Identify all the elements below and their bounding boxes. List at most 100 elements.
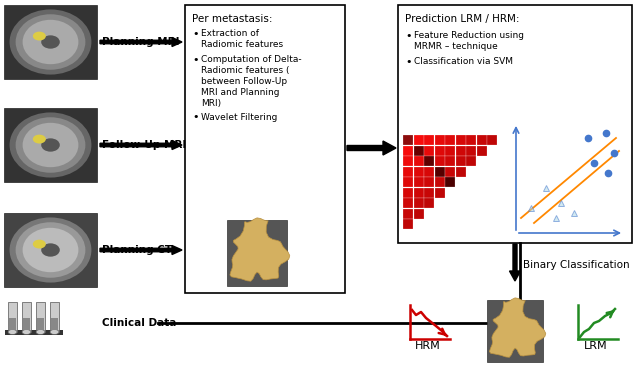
Ellipse shape (22, 329, 31, 335)
Bar (403, 167, 413, 177)
Polygon shape (509, 244, 520, 281)
Text: Feature Reduction using
MRMR – technique: Feature Reduction using MRMR – technique (414, 31, 524, 51)
Ellipse shape (15, 222, 85, 278)
Bar (398, 5, 632, 243)
Bar (413, 146, 424, 156)
Bar (22, 302, 31, 332)
Bar (487, 135, 497, 145)
Text: •: • (192, 112, 198, 123)
Ellipse shape (41, 138, 60, 152)
Text: •: • (192, 55, 198, 65)
Bar (8, 302, 17, 332)
Ellipse shape (41, 36, 60, 49)
Bar (445, 177, 455, 187)
Bar (403, 209, 413, 219)
Bar (37, 318, 44, 330)
Ellipse shape (8, 329, 17, 335)
Bar (413, 135, 424, 145)
Bar (413, 156, 424, 166)
Bar (403, 198, 413, 208)
Ellipse shape (33, 240, 46, 249)
Polygon shape (347, 141, 396, 155)
Bar (435, 167, 445, 177)
Bar (36, 302, 45, 332)
Bar (23, 318, 30, 330)
Bar (403, 219, 413, 229)
Ellipse shape (50, 329, 59, 335)
Bar (227, 220, 287, 286)
Bar (403, 135, 413, 145)
Bar (435, 135, 445, 145)
Text: •: • (405, 31, 412, 41)
Ellipse shape (22, 123, 79, 167)
Ellipse shape (22, 20, 79, 64)
Bar (456, 135, 466, 145)
Polygon shape (100, 37, 182, 46)
Bar (51, 318, 58, 330)
Bar (424, 167, 434, 177)
Bar (4, 213, 97, 287)
Text: Wavelet Filtering: Wavelet Filtering (201, 112, 277, 122)
Polygon shape (100, 246, 182, 254)
Text: HRM: HRM (415, 341, 441, 351)
Text: Extraction of
Radiomic features: Extraction of Radiomic features (201, 29, 283, 49)
Text: Planning CT: Planning CT (102, 245, 172, 255)
Text: •: • (192, 29, 198, 39)
Bar (445, 156, 455, 166)
Bar (403, 187, 413, 198)
Bar (4, 108, 97, 182)
Ellipse shape (33, 135, 46, 143)
Bar (424, 135, 434, 145)
Ellipse shape (10, 217, 92, 283)
Bar (487, 300, 543, 362)
Bar (445, 135, 455, 145)
Text: Clinical Data: Clinical Data (102, 318, 177, 328)
Text: Prediction LRM / HRM:: Prediction LRM / HRM: (405, 14, 520, 24)
Text: •: • (405, 57, 412, 67)
Bar (403, 156, 413, 166)
Text: Binary Classification: Binary Classification (523, 260, 630, 270)
Polygon shape (100, 141, 182, 149)
Bar (424, 146, 434, 156)
Ellipse shape (36, 329, 45, 335)
Bar (9, 318, 16, 330)
Text: Planning MRI: Planning MRI (102, 37, 179, 47)
Bar (466, 135, 476, 145)
Ellipse shape (22, 228, 79, 272)
Ellipse shape (15, 117, 85, 173)
Bar (413, 177, 424, 187)
Ellipse shape (15, 14, 85, 70)
Bar (435, 146, 445, 156)
Bar (435, 156, 445, 166)
Bar (413, 187, 424, 198)
Bar (477, 146, 486, 156)
Bar (456, 167, 466, 177)
Bar (435, 177, 445, 187)
Bar (466, 146, 476, 156)
Bar (435, 187, 445, 198)
Bar (477, 135, 486, 145)
Text: Follow-Up MRI: Follow-Up MRI (102, 140, 186, 150)
Bar (4, 5, 97, 79)
Text: Classification via SVM: Classification via SVM (414, 57, 513, 66)
Text: LRM: LRM (584, 341, 608, 351)
Bar (456, 146, 466, 156)
Bar (456, 156, 466, 166)
Ellipse shape (41, 243, 60, 257)
Text: Computation of Delta-
Radiomic features (
between Follow-Up
MRI and Planning
MRI: Computation of Delta- Radiomic features … (201, 55, 301, 108)
Text: Per metastasis:: Per metastasis: (192, 14, 273, 24)
Bar (185, 5, 345, 293)
Ellipse shape (10, 112, 92, 178)
Bar (424, 198, 434, 208)
Bar (466, 156, 476, 166)
Bar (403, 146, 413, 156)
Bar (445, 146, 455, 156)
Ellipse shape (10, 10, 92, 75)
Bar (413, 209, 424, 219)
Bar (413, 167, 424, 177)
Bar (413, 198, 424, 208)
Bar (424, 187, 434, 198)
Bar (403, 177, 413, 187)
Ellipse shape (33, 31, 46, 41)
Polygon shape (490, 298, 546, 357)
